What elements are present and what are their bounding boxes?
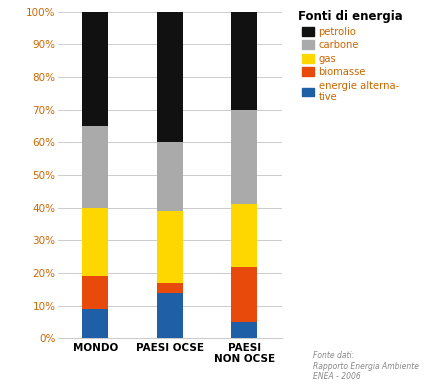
Legend: petrolio, carbone, gas, biomasse, energie alterna-
tive: petrolio, carbone, gas, biomasse, energi…: [298, 10, 403, 102]
Bar: [232, 322, 257, 338]
Bar: [232, 12, 257, 110]
Text: Fonte dati:
Rapporto Energia Ambiente
ENEA - 2006: Fonte dati: Rapporto Energia Ambiente EN…: [313, 351, 419, 381]
Bar: [82, 276, 109, 309]
Bar: [82, 12, 109, 126]
Bar: [232, 266, 257, 322]
Bar: [232, 205, 257, 266]
Bar: [82, 309, 109, 338]
Bar: [232, 110, 257, 205]
Bar: [157, 211, 183, 283]
Bar: [157, 12, 183, 142]
Bar: [157, 293, 183, 338]
Bar: [82, 126, 109, 208]
Bar: [157, 283, 183, 293]
Bar: [157, 142, 183, 211]
Bar: [82, 208, 109, 276]
